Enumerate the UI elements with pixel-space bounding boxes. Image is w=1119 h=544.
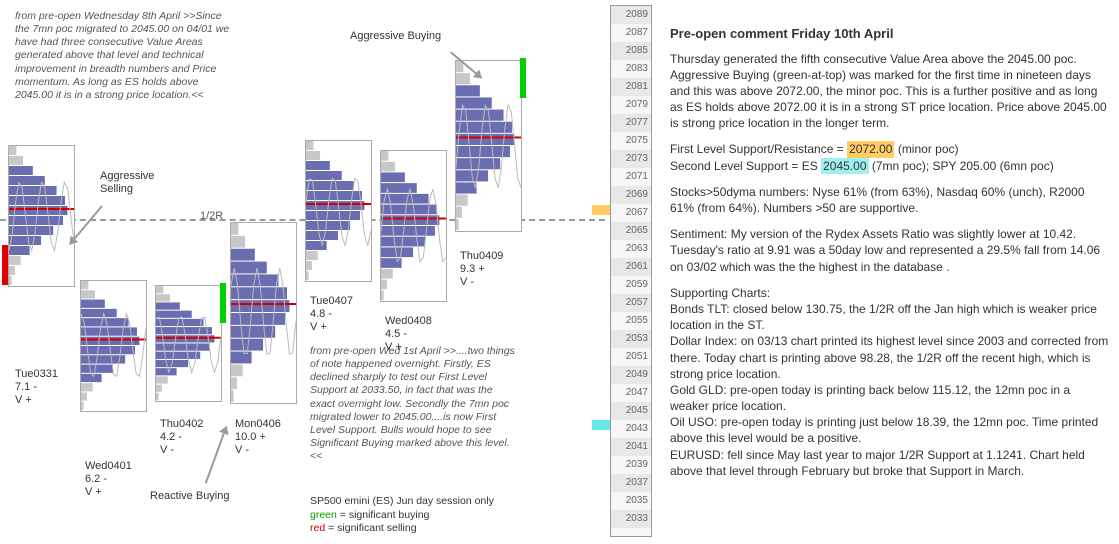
axis-tick: 2039 [626,456,648,474]
second-level-marker [592,420,610,430]
day-label-mon0406: Mon040610.0 +V - [235,418,281,458]
note-top-left: from pre-open Wednesday 8th April >>Sinc… [15,10,235,102]
first-level-marker [592,205,610,215]
arrow-reactive-buying [205,426,227,483]
commentary-title: Pre-open comment Friday 10th April [670,25,1110,43]
axis-tick: 2075 [626,132,648,150]
axis-tick: 2063 [626,240,648,258]
axis-tick: 2059 [626,276,648,294]
second-level-value: 2045.00 [821,158,868,174]
axis-tick: 2053 [626,330,648,348]
profile-thu0409 [455,60,522,232]
profile-thu0402 [155,285,222,402]
axis-tick: 2083 [626,60,648,78]
axis-tick: 2043 [626,420,648,438]
profile-wed0408 [380,150,447,302]
axis-tick: 2045 [626,402,648,420]
day-label-wed0401: Wed04016.2 -V + [85,460,132,500]
day-label-tue0331: Tue03317.1 -V + [15,368,58,408]
commentary-panel: Pre-open comment Friday 10th April Thurs… [670,25,1110,525]
day-label-thu0402: Thu04024.2 -V - [160,418,203,458]
callout-aggressive-buying: Aggressive Buying [350,30,441,43]
axis-tick: 2079 [626,96,648,114]
legend-red-word: red [310,522,325,534]
axis-tick: 2051 [626,348,648,366]
commentary-breadth: Stocks>50dyma numbers: Nyse 61% (from 63… [670,184,1110,216]
axis-tick: 2047 [626,384,648,402]
callout-reactive-buying: Reactive Buying [150,490,230,503]
note-bottom-right: from pre-open Wed 1st April >>....two th… [310,345,520,463]
chart-area: 2089208720852083208120792077207520732071… [0,0,650,544]
page-root: 2089208720852083208120792077207520732071… [0,0,1119,544]
chart-legend: SP500 emini (ES) Jun day session only gr… [310,495,494,536]
axis-tick: 2061 [626,258,648,276]
axis-tick: 2085 [626,42,648,60]
profile-tue0331 [8,145,75,287]
axis-tick: 2089 [626,6,648,24]
axis-tick: 2065 [626,222,648,240]
legend-green-word: green [310,509,337,521]
commentary-sentiment: Sentiment: My version of the Rydex Asset… [670,226,1110,275]
profile-mon0406 [230,222,297,404]
axis-tick: 2055 [626,312,648,330]
axis-tick: 2071 [626,168,648,186]
axis-tick: 2077 [626,114,648,132]
profile-tue0407 [305,140,372,282]
legend-green-text: = significant buying [337,509,430,521]
legend-title: SP500 emini (ES) Jun day session only [310,495,494,509]
day-label-tue0407: Tue04074.8 -V + [310,295,353,335]
price-axis: 2089208720852083208120792077207520732071… [610,5,652,537]
axis-tick: 2041 [626,438,648,456]
marker-green [520,58,526,98]
profile-wed0401 [80,280,147,412]
commentary-p1: Thursday generated the fifth consecutive… [670,51,1110,132]
callout-aggressive-selling: Aggressive Selling [100,170,154,196]
axis-tick: 2069 [626,186,648,204]
legend-red-text: = significant selling [325,522,416,534]
axis-tick: 2033 [626,510,648,528]
first-level-value: 2072.00 [847,141,894,157]
axis-tick: 2035 [626,492,648,510]
axis-tick: 2073 [626,150,648,168]
axis-tick: 2057 [626,294,648,312]
commentary-levels: First Level Support/Resistance = 2072.00… [670,141,1110,173]
axis-tick: 2037 [626,474,648,492]
marker-red [2,245,8,285]
day-label-thu0409: Thu04099.3 +V - [460,250,503,290]
marker-green [220,283,226,323]
commentary-supporting: Supporting Charts: Bonds TLT: closed bel… [670,285,1110,479]
axis-tick: 2067 [626,204,648,222]
axis-tick: 2049 [626,366,648,384]
half-r-label: 1/2R [200,210,223,222]
axis-tick: 2081 [626,78,648,96]
axis-tick: 2087 [626,24,648,42]
